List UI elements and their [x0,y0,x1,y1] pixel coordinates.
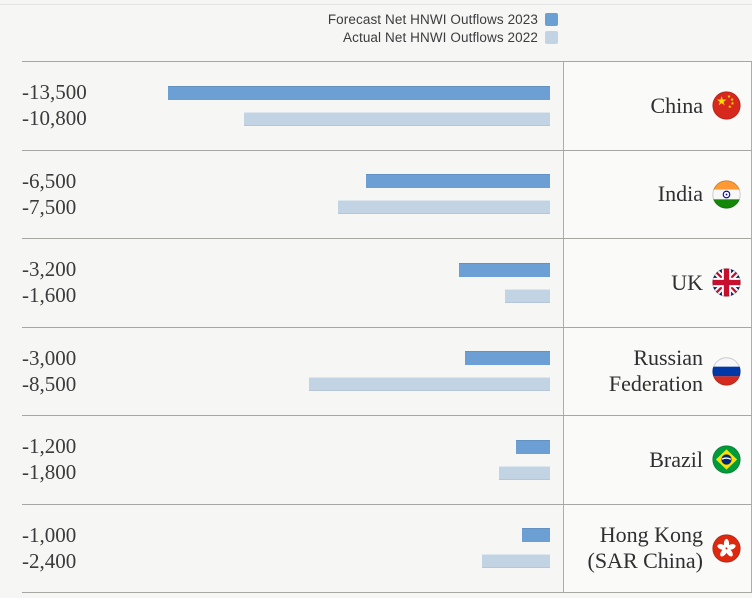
bars-cell: -1,000 -2,400 [22,505,563,593]
table-row-hong-kong: -1,000 -2,400 Hong Kong (SAR China) [22,503,752,593]
top-divider [0,4,752,5]
bars-cell: -3,000 -8,500 [22,328,563,416]
chart-legend: Forecast Net HNWI Outflows 2023 Actual N… [328,12,558,45]
actual-value-label: -8,500 [22,371,77,396]
actual-bar [338,200,550,215]
country-cell: China [563,62,752,150]
flag-uk-icon [712,268,741,297]
country-cell: Russian Federation [563,327,752,415]
country-label: Hong Kong (SAR China) [587,522,704,574]
forecast-value-label: -13,500 [22,80,87,105]
forecast-value-label: -6,500 [22,168,77,193]
forecast-bar [465,351,550,366]
actual-value-label: -10,800 [22,106,87,131]
country-cell: UK [563,239,752,327]
actual-bar [505,288,550,303]
actual-bar [309,377,550,392]
forecast-bar [459,262,550,277]
bars-cell: -1,200 -1,800 [22,416,563,504]
forecast-value-label: -3,200 [22,257,77,282]
country-cell: Brazil [563,416,752,504]
country-cell: India [563,150,752,238]
bars-cell: -6,500 -7,500 [22,151,563,239]
forecast-bar [522,528,550,543]
actual-value-label: -7,500 [22,194,77,219]
flag-india-icon [712,180,741,209]
forecast-bar [366,174,550,189]
table-row-russia: -3,000 -8,500 Russian Federation [22,326,752,416]
country-label: China [650,92,703,118]
forecast-value-label: -1,000 [22,522,77,547]
actual-swatch-icon [545,31,558,44]
legend-label-actual: Actual Net HNWI Outflows 2022 [343,30,538,45]
actual-value-label: -2,400 [22,548,77,573]
flag-brazil-icon [712,445,741,474]
actual-value-label: -1,800 [22,460,77,485]
flag-hong-kong-icon [712,534,741,563]
table-row-china: -13,500 -10,800 China [22,61,752,150]
forecast-bar [516,439,550,454]
country-label: India [657,181,703,207]
country-label: Russian Federation [608,345,703,397]
legend-label-forecast: Forecast Net HNWI Outflows 2023 [327,12,538,27]
forecast-bar [168,85,550,100]
bars-cell: -3,200 -1,600 [22,239,563,327]
hnwi-outflows-chart: -13,500 -10,800 China [22,61,752,593]
actual-value-label: -1,600 [22,283,77,308]
actual-bar [244,111,550,126]
legend-item-forecast: Forecast Net HNWI Outflows 2023 [328,12,558,27]
flag-china-icon [712,91,741,120]
country-label: UK [671,269,703,295]
forecast-swatch-icon [545,13,558,26]
bars-cell: -13,500 -10,800 [22,62,563,150]
table-row-india: -6,500 -7,500 India [22,149,752,239]
table-row-brazil: -1,200 -1,800 Brazil [22,415,752,504]
forecast-value-label: -1,200 [22,434,77,459]
legend-item-actual: Actual Net HNWI Outflows 2022 [343,30,558,45]
country-label: Brazil [649,446,703,472]
actual-bar [499,465,550,480]
flag-russia-icon [712,357,741,386]
forecast-value-label: -3,000 [22,345,77,370]
table-row-uk: -3,200 -1,600 UK [22,238,752,327]
country-cell: Hong Kong (SAR China) [563,504,752,592]
actual-bar [482,554,550,569]
